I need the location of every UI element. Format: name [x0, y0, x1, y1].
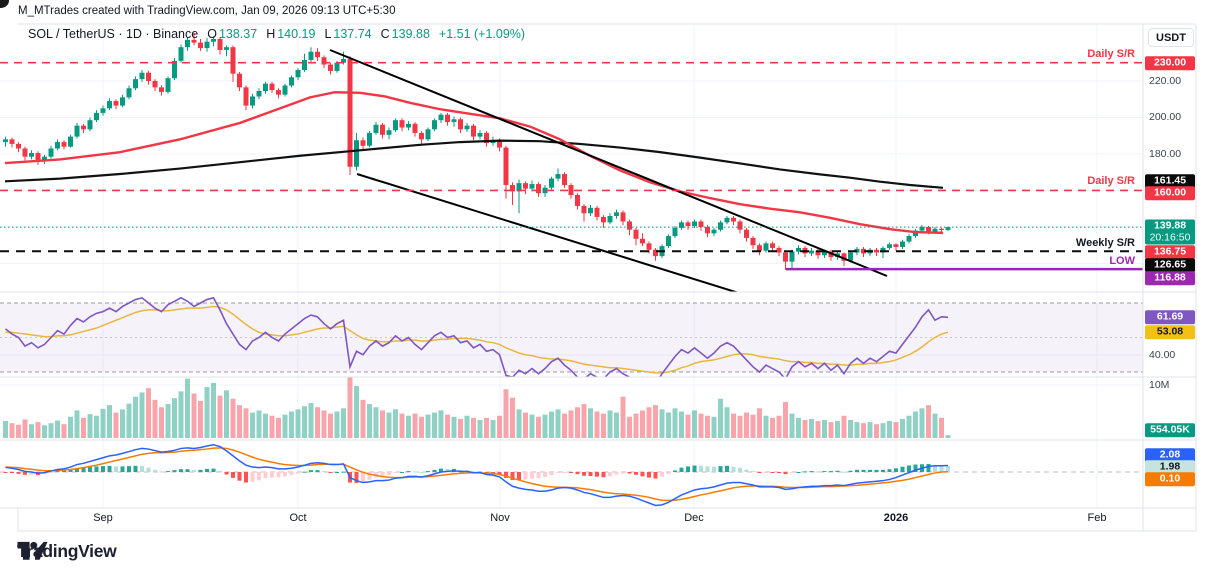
axis-value-label: 53.08	[1145, 325, 1195, 339]
countdown-timer: 20:16:50	[1149, 231, 1191, 243]
macd-layer	[3, 443, 950, 507]
ohlc-close: C 139.88	[380, 27, 430, 41]
axis-value-label: 554.05K	[1145, 423, 1195, 437]
moving-averages	[4, 91, 944, 235]
axis-value-label: 161.45	[1145, 174, 1195, 188]
trendlines[interactable]	[329, 49, 888, 294]
sma-fast-red	[4, 91, 944, 235]
ohlc-low: L 137.74	[324, 27, 372, 41]
axis-value-label: 1.98	[1145, 460, 1195, 474]
axis-value-label: 139.88 20:16:50	[1145, 219, 1195, 245]
axis-value-label: 126.65	[1145, 258, 1195, 272]
time-axis-label: Sep	[93, 512, 113, 524]
axis-value-label: 116.88	[1145, 271, 1195, 285]
axis-value-label: 61.69	[1145, 310, 1195, 324]
sr-line-label: Daily S/R	[1087, 48, 1135, 60]
time-axis-label: Oct	[289, 512, 307, 524]
time-axis-label: 2026	[883, 512, 909, 524]
time-axis-label: Nov	[490, 512, 510, 524]
chart-credit: M_MTrades created with TradingView.com, …	[18, 5, 396, 17]
axis-value-label: 2.08	[1145, 448, 1195, 462]
axis-value-label: 230.00	[1145, 56, 1195, 70]
axis-tick-label: 10M	[1149, 379, 1170, 391]
sr-line-label: Weekly S/R	[1075, 237, 1135, 249]
time-axis-label: Dec	[684, 512, 704, 524]
candles-layer	[3, 32, 951, 270]
axis-tick-label: 40.00	[1149, 349, 1176, 361]
currency-toggle-button[interactable]: USDT	[1148, 28, 1194, 47]
corner-artifact	[0, 0, 9, 8]
axis-value-label: 136.75	[1145, 245, 1195, 259]
axis-value-label: 0.10	[1145, 472, 1195, 486]
axis-tick-label: 220.00	[1149, 75, 1182, 87]
rsi-layer	[5, 296, 949, 377]
ohlc-open: O 138.37	[207, 27, 258, 41]
axis-tick-label: 180.00	[1149, 148, 1182, 160]
support-resistance-lines[interactable]	[0, 61, 1143, 271]
change-value: +1.51 (+1.09%)	[438, 27, 526, 41]
sr-line-label: LOW	[1109, 255, 1135, 267]
tradingview-logo-icon	[17, 541, 48, 560]
axis-tick-label: 200.00	[1149, 111, 1182, 123]
axis-value-label: 160.00	[1145, 186, 1195, 200]
ohlc-high: H 140.19	[266, 27, 316, 41]
tradingview-logo[interactable]: TradingView	[17, 541, 117, 562]
volume-layer	[3, 377, 951, 439]
sr-line-label: Daily S/R	[1087, 175, 1135, 187]
symbol-title[interactable]: SOL / TetherUS · 1D · Binance	[28, 27, 199, 41]
time-axis-label: Feb	[1087, 512, 1107, 524]
pane-frame	[0, 23, 1197, 532]
